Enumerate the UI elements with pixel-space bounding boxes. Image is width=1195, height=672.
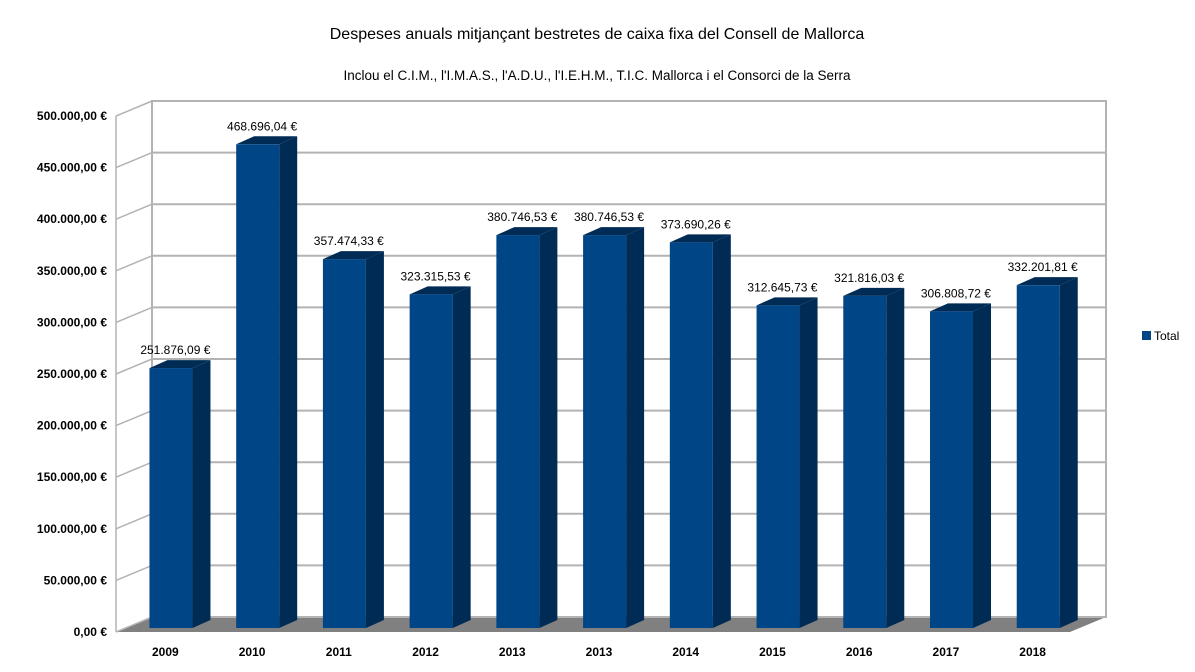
x-tick-label: 2018 <box>1019 645 1046 659</box>
bar <box>756 305 800 628</box>
y-tick-label: 200.000,00 € <box>37 419 107 433</box>
side-gridline <box>115 203 153 220</box>
y-tick-label: 250.000,00 € <box>37 367 107 381</box>
bar-side <box>192 360 211 628</box>
legend-label-total: Total <box>1154 329 1179 343</box>
y-tick-label: 350.000,00 € <box>37 264 107 278</box>
bar-side <box>279 136 298 629</box>
data-label: 323.315,53 € <box>401 269 471 283</box>
data-label: 380.746,53 € <box>574 210 644 224</box>
bar <box>583 235 627 628</box>
x-tick-label: 2013 <box>586 645 613 659</box>
bar-side <box>365 251 384 628</box>
bar-side <box>973 303 992 628</box>
bar-side <box>1059 277 1078 628</box>
bar-top <box>669 234 731 243</box>
y-tick-label: 300.000,00 € <box>37 315 107 329</box>
x-tick-label: 2011 <box>326 645 352 659</box>
side-gridline <box>115 616 153 633</box>
x-tick-label: 2016 <box>846 645 873 659</box>
bar-top <box>409 286 471 295</box>
bar <box>149 368 193 628</box>
data-label: 321.816,03 € <box>834 271 904 285</box>
bar <box>930 311 974 628</box>
y-axis: 0,00 € 50.000,00 € 100.000,00 € 150.000,00 … <box>37 109 107 639</box>
y-tick-label: 400.000,00 € <box>37 212 107 226</box>
y-tick-label: 50.000,00 € <box>44 573 108 587</box>
bar-side <box>712 234 731 628</box>
y-tick-label: 100.000,00 € <box>37 522 107 536</box>
side-gridline <box>115 564 153 582</box>
data-label: 312.645,73 € <box>747 280 817 294</box>
legend-swatch-total <box>1142 331 1151 340</box>
x-tick-label: 2017 <box>933 645 960 659</box>
bar <box>409 294 453 628</box>
bar-side <box>539 227 558 628</box>
bar-top <box>496 227 558 236</box>
bar-top <box>322 251 384 260</box>
bar-top <box>583 227 645 236</box>
bar-top <box>149 360 211 369</box>
data-label: 357.474,33 € <box>314 234 384 248</box>
bars: 251.876,09 € 468.696,04 € 357.474,33 € 323.… <box>140 119 1078 629</box>
data-label: 373.690,26 € <box>661 217 731 231</box>
side-gridline <box>115 306 153 324</box>
bar-top <box>756 297 818 306</box>
bar-side <box>626 227 645 628</box>
bar-side <box>886 287 905 628</box>
x-tick-label: 2012 <box>412 645 439 659</box>
chart-subtitle: Inclou el C.I.M., l'I.M.A.S., l'A.D.U., … <box>343 68 851 83</box>
side-gridline <box>115 255 153 272</box>
x-tick-label: 2013 <box>499 645 526 659</box>
bar <box>496 235 540 628</box>
x-axis: 2009 2010 2011 2012 2013 2013 2014 2015 2016 2017… <box>152 645 1046 659</box>
bar-top <box>1016 277 1078 286</box>
bar-side <box>799 297 818 628</box>
y-tick-label: 450.000,00 € <box>37 161 107 175</box>
x-tick-label: 2009 <box>152 645 179 659</box>
bar-side <box>452 286 471 628</box>
side-gridline <box>115 151 153 169</box>
side-gridline <box>115 513 153 530</box>
x-tick-label: 2014 <box>672 645 699 659</box>
side-gridline <box>115 461 153 478</box>
bar-top <box>236 136 298 145</box>
data-label: 306.808,72 € <box>921 286 991 300</box>
legend: Total <box>1142 329 1179 343</box>
bar <box>322 259 366 628</box>
bar <box>236 144 280 629</box>
data-label: 380.746,53 € <box>487 210 557 224</box>
side-gridline <box>115 100 153 117</box>
data-label: 332.201,81 € <box>1008 260 1078 274</box>
data-label: 468.696,04 € <box>227 119 297 133</box>
x-tick-label: 2015 <box>759 645 786 659</box>
data-label: 251.876,09 € <box>140 343 210 357</box>
bar-top <box>843 287 905 296</box>
bar <box>669 242 713 628</box>
y-tick-label: 0,00 € <box>74 625 108 639</box>
x-tick-label: 2010 <box>239 645 266 659</box>
side-gridline <box>115 409 153 427</box>
bar-top <box>930 303 992 312</box>
y-tick-label: 500.000,00 € <box>37 109 107 123</box>
bar <box>1016 285 1060 628</box>
bar <box>843 295 887 628</box>
chart-title: Despeses anuals mitjançant bestretes de … <box>330 26 865 43</box>
y-tick-label: 150.000,00 € <box>37 470 107 484</box>
side-gridline <box>115 358 153 375</box>
